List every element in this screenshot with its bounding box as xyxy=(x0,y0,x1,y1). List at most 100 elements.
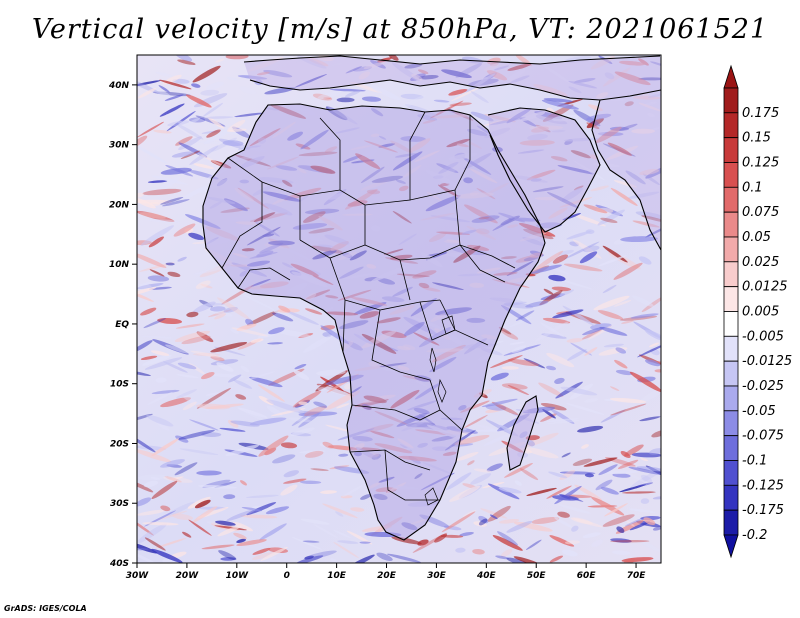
downdraft-streak xyxy=(304,550,337,560)
downdraft-streak xyxy=(175,389,198,399)
downdraft-streak xyxy=(286,310,319,325)
downdraft-streak xyxy=(490,372,509,381)
updraft-streak xyxy=(613,262,643,280)
downdraft-streak xyxy=(433,99,450,103)
downdraft-streak xyxy=(582,532,601,538)
downdraft-streak xyxy=(210,306,226,312)
updraft-streak xyxy=(500,329,519,340)
downdraft-streak xyxy=(223,494,236,500)
updraft-streak xyxy=(160,505,171,512)
updraft-streak xyxy=(639,168,660,176)
updraft-streak xyxy=(610,187,638,206)
downdraft-streak xyxy=(616,526,625,534)
downdraft-streak xyxy=(303,335,333,353)
downdraft-streak xyxy=(554,517,573,528)
updraft-streak xyxy=(298,401,308,406)
downdraft-streak xyxy=(645,101,657,106)
downdraft-streak xyxy=(487,483,520,500)
lakes xyxy=(424,315,456,506)
colorbar-swatch xyxy=(723,162,739,188)
updraft-streak xyxy=(449,485,481,502)
updraft-streak xyxy=(137,121,165,138)
updraft-streak xyxy=(195,280,211,289)
updraft-streak xyxy=(472,548,485,555)
updraft-streak xyxy=(632,220,660,228)
lon-tick-label: 20W xyxy=(176,571,200,581)
updraft-streak xyxy=(280,484,298,496)
downdraft-streak xyxy=(498,487,522,494)
updraft-streak xyxy=(610,386,620,391)
updraft-streak xyxy=(304,405,327,417)
downdraft-streak xyxy=(548,471,568,479)
updraft-streak xyxy=(214,313,227,320)
updraft-streak xyxy=(597,310,624,320)
downdraft-streak xyxy=(191,83,201,88)
lon-tick-label: 60E xyxy=(577,571,597,581)
updraft-streak xyxy=(614,359,628,369)
lat-tick-label: 40N xyxy=(108,81,130,91)
downdraft-streak xyxy=(620,236,658,243)
updraft-streak xyxy=(206,129,221,138)
downdraft-streak xyxy=(137,144,168,164)
updraft-streak xyxy=(201,544,235,550)
colorbar-label: 0.15 xyxy=(742,131,771,146)
europe-landmass xyxy=(244,56,661,100)
colorbar-swatch xyxy=(723,335,739,362)
updraft-streak xyxy=(624,101,634,107)
colorbar-label: 0.1 xyxy=(742,180,763,195)
downdraft-streak xyxy=(473,429,507,432)
downdraft-streak xyxy=(570,342,593,356)
updraft-streak xyxy=(600,217,618,224)
downdraft-streak xyxy=(137,547,149,551)
downdraft-streak xyxy=(137,283,164,289)
updraft-streak xyxy=(588,104,603,112)
downdraft-streak xyxy=(259,556,277,563)
updraft-streak xyxy=(340,495,353,499)
lon-tick-label: 0 xyxy=(284,571,290,581)
downdraft-streak xyxy=(174,55,193,62)
downdraft-streak xyxy=(147,219,180,223)
updraft-streak xyxy=(149,269,165,277)
downdraft-streak xyxy=(166,110,196,132)
downdraft-streak xyxy=(400,93,424,100)
downdraft-streak xyxy=(582,326,605,336)
updraft-streak xyxy=(160,397,191,408)
downdraft-streak xyxy=(470,473,492,485)
updraft-streak xyxy=(150,350,170,356)
colorbar-label: 0.005 xyxy=(742,305,779,320)
downdraft-streak xyxy=(486,463,503,472)
colorbar-swatch xyxy=(723,186,739,213)
updraft-streak xyxy=(305,308,323,315)
downdraft-streak xyxy=(599,326,628,336)
downdraft-streak xyxy=(652,496,661,500)
updraft-streak xyxy=(500,549,513,558)
downdraft-streak xyxy=(158,85,170,93)
updraft-streak xyxy=(610,403,647,416)
updraft-streak xyxy=(137,87,157,99)
downdraft-streak xyxy=(298,411,338,417)
updraft-streak xyxy=(519,468,539,481)
updraft-streak xyxy=(610,539,650,543)
downdraft-streak xyxy=(200,89,220,96)
updraft-streak xyxy=(546,352,575,368)
downdraft-streak xyxy=(142,354,172,366)
downdraft-streak xyxy=(639,416,661,422)
downdraft-streak xyxy=(359,541,371,544)
updraft-streak xyxy=(283,478,307,484)
field-area xyxy=(137,55,661,563)
colorbar-swatch xyxy=(723,484,739,511)
updraft-streak xyxy=(137,210,175,222)
updraft-streak xyxy=(501,383,528,390)
updraft-streak xyxy=(651,429,661,438)
downdraft-streak xyxy=(529,264,562,274)
updraft-streak xyxy=(441,511,476,533)
downdraft-streak xyxy=(137,370,151,377)
downdraft-streak xyxy=(151,548,183,563)
downdraft-streak xyxy=(625,170,646,185)
downdraft-streak xyxy=(300,518,330,525)
updraft-streak xyxy=(522,447,559,459)
updraft-streak xyxy=(574,484,603,501)
colorbar-label: -0.05 xyxy=(742,404,776,419)
downdraft-streak xyxy=(545,365,557,371)
downdraft-streak xyxy=(137,523,167,544)
